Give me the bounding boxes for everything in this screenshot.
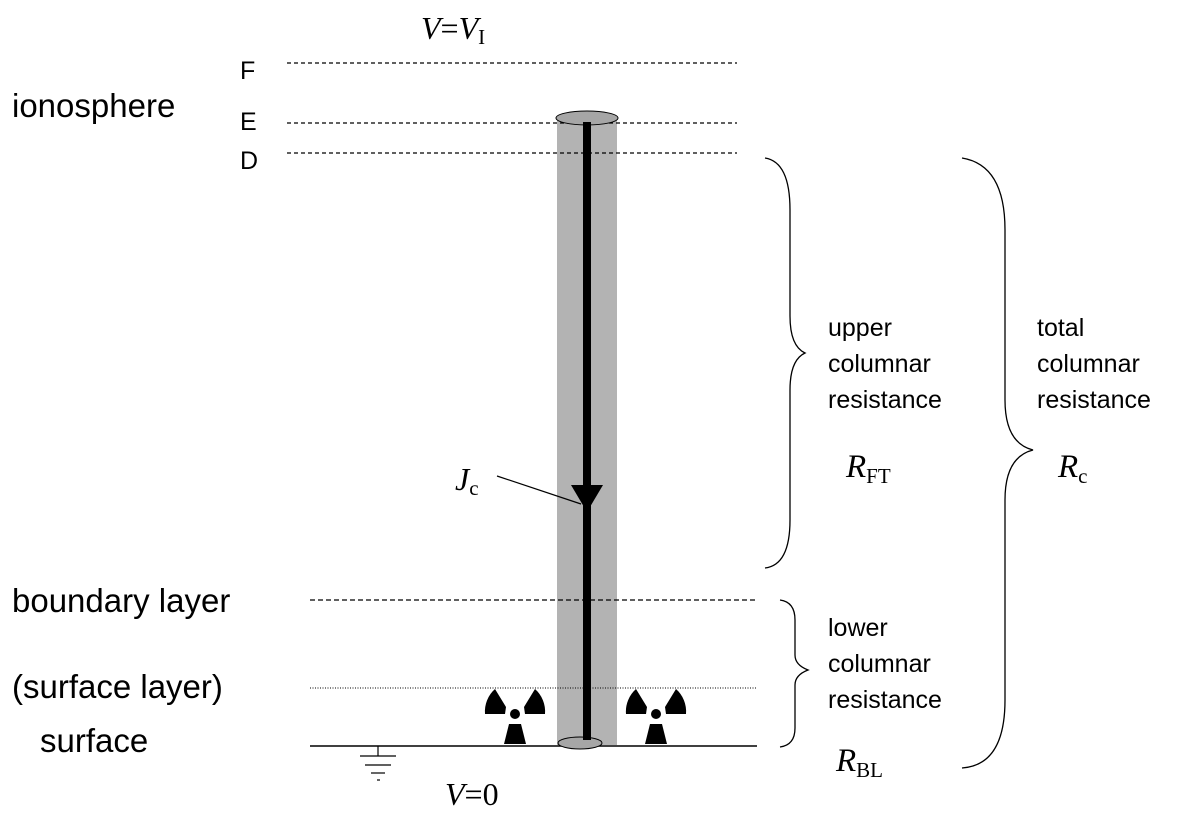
layer-label-E: E [240,108,257,136]
current-leader [496,475,582,505]
upper-resistance-symbol: RFT [845,449,891,488]
layer-label-F: F [240,57,255,85]
lower-brace [779,599,810,748]
layer-label-D: D [240,147,258,175]
ionosphere-label: ionosphere [12,87,175,124]
boundary-layer-label: boundary layer [12,582,230,619]
lower-resistance-symbol: RBL [835,743,883,782]
ground-icon [360,746,396,781]
radiation-icon [484,689,546,744]
top-potential-label: V=VI [421,10,485,49]
total-resistance-symbol: Rc [1057,449,1088,488]
lower-resistance-label: lower columnar resistance [828,614,942,714]
upper-brace [764,157,807,569]
total-brace [961,157,1034,769]
total-resistance-label: total columnar resistance [1037,314,1151,414]
current-label: Jc [455,461,479,500]
current-arrow-head [571,485,603,512]
upper-resistance-label: upper columnar resistance [828,314,942,414]
surface-label: surface [40,722,148,759]
bottom-potential-label: V=0 [445,776,499,812]
surface-layer-label: (surface layer) [12,668,223,705]
radiation-icon [625,689,687,744]
bottom-disc [557,736,603,750]
